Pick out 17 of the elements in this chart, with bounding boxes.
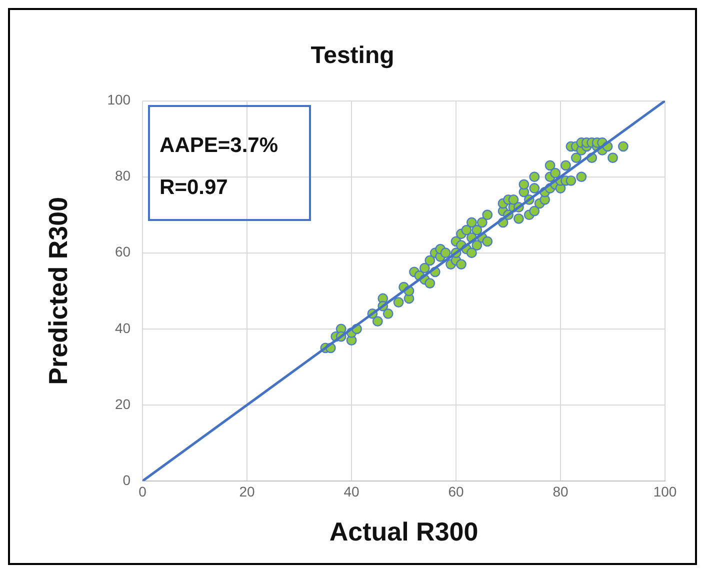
y-tick-label: 100	[107, 92, 131, 108]
y-tick-label: 60	[114, 244, 131, 260]
x-tick-label: 100	[653, 483, 677, 500]
x-axis-title: Actual R300	[329, 516, 478, 547]
y-tick-label: 40	[114, 320, 131, 336]
annotation: AAPE=3.7%	[160, 132, 280, 159]
x-tick-label: 40	[344, 483, 360, 500]
annotation: R=0.97	[160, 174, 229, 201]
chart-title: Testing	[310, 42, 394, 70]
y-tick-label: 80	[114, 168, 131, 184]
x-tick-label: 0	[138, 483, 147, 500]
y-axis-title: Predicted R300	[42, 196, 73, 385]
y-tick-label: 0	[122, 472, 131, 488]
x-tick-label: 20	[239, 483, 256, 500]
x-tick-label: 60	[448, 483, 464, 500]
x-tick-label: 80	[552, 483, 569, 500]
y-tick-label: 20	[114, 396, 131, 412]
